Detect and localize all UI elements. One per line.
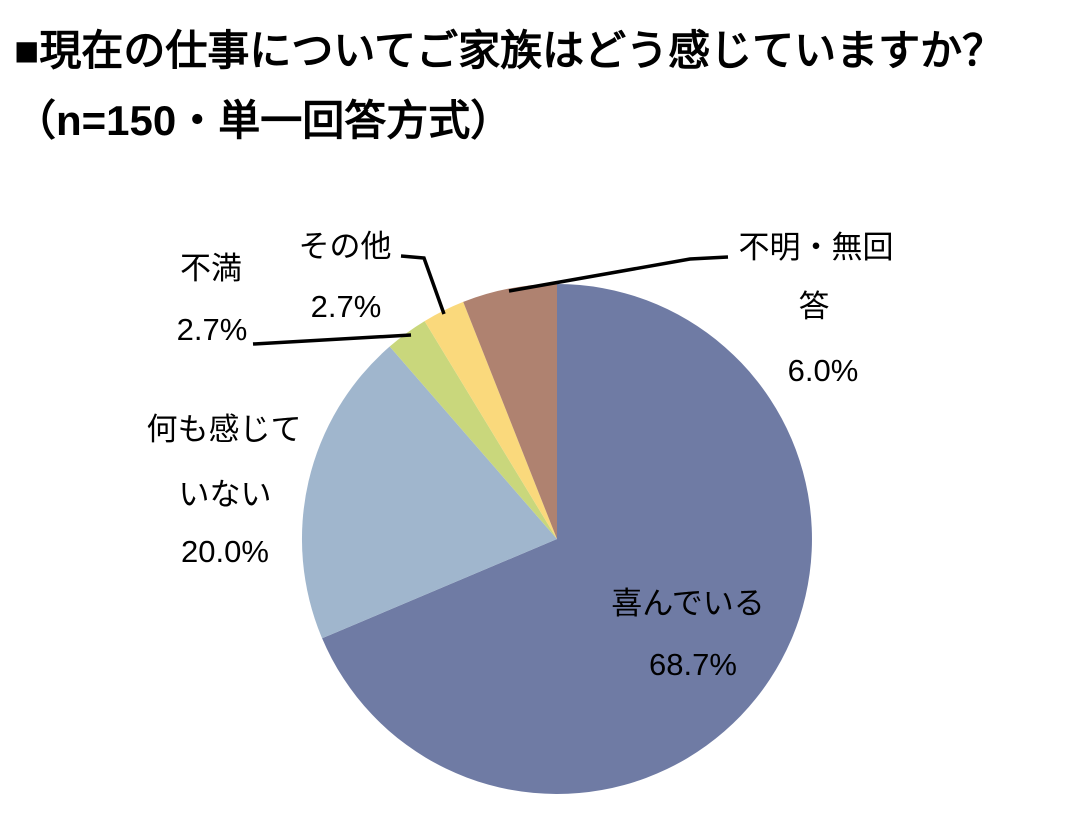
pie-label-feels-nothing-line3: 20.0% (181, 534, 269, 569)
leader-line-unknown-no-answer (508, 255, 729, 293)
pie-label-dissatisfied-line1: 不満 (180, 251, 242, 286)
pie-slice-dissatisfied (389, 321, 557, 539)
leader-line-dissatisfied (252, 333, 412, 346)
pie-label-pleased-line2: 68.7% (649, 647, 737, 682)
pie-slice-pleased (322, 284, 812, 794)
pie-slice-feels-nothing (301, 346, 557, 639)
chart-title-line1: ■現在の仕事についてご家族はどう感じていますか？ (14, 27, 1005, 74)
pie-label-unknown-no-answer-line2: 答 (799, 289, 830, 324)
pie-label-unknown-no-answer-line1: 不明・無回 (739, 230, 894, 265)
pie-label-other-line1: その他 (299, 229, 392, 264)
pie-slice-other (424, 301, 557, 539)
pie-label-feels-nothing-line1: 何も感じて (147, 412, 302, 447)
pie-label-pleased-line1: 喜んでいる (611, 586, 764, 621)
chart-title: ■現在の仕事についてご家族はどう感じていますか？ （n=150・単一回答方式） (14, 16, 1074, 156)
pie-label-dissatisfied-line2: 2.7% (177, 312, 248, 347)
pie-label-unknown-no-answer-line3: 6.0% (788, 353, 859, 388)
pie-label-feels-nothing-line2: いない (179, 477, 272, 512)
pie-label-other-line2: 2.7% (311, 289, 382, 324)
chart-title-line2: （n=150・単一回答方式） (14, 97, 513, 144)
leader-line-other (400, 254, 446, 315)
pie-slice-unknown-no-answer (463, 284, 557, 539)
